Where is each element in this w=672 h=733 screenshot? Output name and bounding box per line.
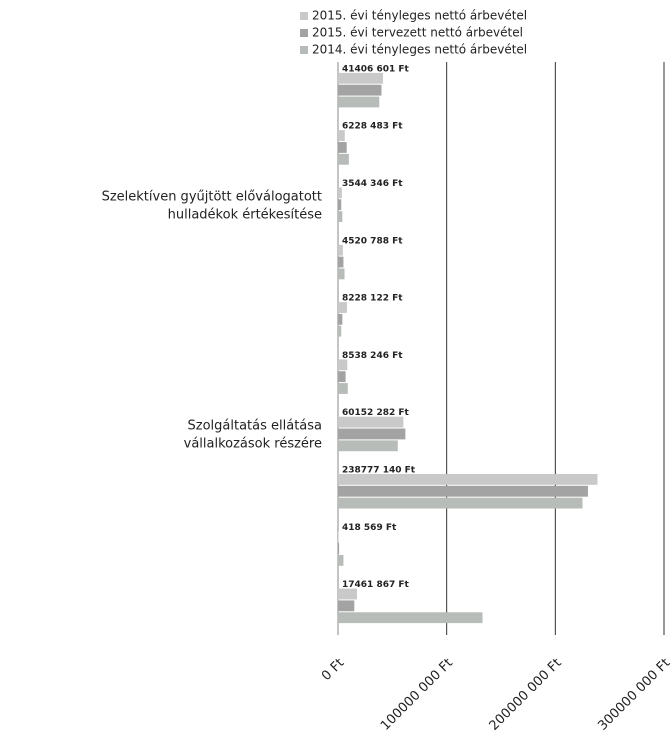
data-label: 6228 483 Ft bbox=[342, 122, 403, 132]
y-tick-label-line: vállalkozások részére bbox=[184, 436, 322, 451]
legend-label: 2015. évi tervezett nettó árbevétel bbox=[312, 26, 523, 40]
legend-swatch bbox=[300, 29, 308, 37]
y-tick-label-line: Szolgáltatás ellátása bbox=[188, 418, 323, 433]
legend-swatch bbox=[300, 46, 308, 54]
legend-label: 2015. évi tényleges nettó árbevétel bbox=[312, 9, 527, 23]
bar bbox=[338, 554, 344, 566]
legend-label: 2014. évi tényleges nettó árbevétel bbox=[312, 43, 527, 57]
x-tick-label: 200000 000 Ft bbox=[487, 656, 565, 733]
bar bbox=[338, 416, 404, 428]
bar bbox=[338, 211, 343, 223]
bar bbox=[338, 142, 347, 153]
bar bbox=[338, 359, 348, 371]
x-tick-label: 0 Ft bbox=[319, 656, 347, 684]
bar bbox=[338, 325, 342, 337]
y-tick-label-line: Szelektíven gyűjtött előválogatott bbox=[102, 189, 322, 204]
bar bbox=[338, 371, 346, 383]
data-label: 17461 867 Ft bbox=[342, 580, 410, 590]
data-label: 8228 122 Ft bbox=[342, 294, 403, 304]
bar bbox=[338, 473, 598, 485]
bar bbox=[338, 600, 355, 612]
data-label: 8538 246 Ft bbox=[342, 351, 403, 361]
y-tick-label-line: hulladékok értékesítése bbox=[168, 207, 322, 222]
bar bbox=[338, 256, 344, 268]
y-tick-label: Szolgáltatás ellátása vállalkozások részé… bbox=[184, 418, 322, 451]
bar bbox=[338, 383, 348, 394]
bar bbox=[338, 428, 406, 440]
bar bbox=[338, 588, 357, 600]
data-label: 238777 140 Ft bbox=[342, 465, 416, 475]
data-label: 418 569 Ft bbox=[342, 523, 397, 533]
bar bbox=[338, 268, 345, 280]
bar bbox=[338, 153, 349, 165]
bar bbox=[338, 72, 383, 84]
bar bbox=[338, 440, 398, 452]
bar bbox=[338, 187, 342, 199]
bar bbox=[338, 302, 347, 313]
data-label: 41406 601 Ft bbox=[342, 64, 410, 74]
bar bbox=[338, 130, 345, 142]
bar bbox=[338, 497, 583, 509]
bar bbox=[338, 612, 483, 624]
bar bbox=[338, 96, 380, 108]
x-tick-label: 300000 000 Ft bbox=[595, 656, 672, 733]
bar bbox=[338, 543, 340, 554]
data-label: 4520 788 Ft bbox=[342, 236, 403, 246]
bar bbox=[338, 199, 342, 211]
data-label: 60152 282 Ft bbox=[342, 408, 410, 418]
x-tick-label: 100000 000 Ft bbox=[378, 656, 456, 733]
data-label: 3544 346 Ft bbox=[342, 179, 403, 189]
bar bbox=[338, 244, 343, 256]
bar bbox=[338, 313, 343, 325]
bar bbox=[338, 485, 588, 497]
y-tick-label: Szelektíven gyűjtött előválogatott hullad… bbox=[102, 189, 322, 222]
legend-swatch bbox=[300, 12, 308, 20]
bar bbox=[338, 84, 382, 96]
